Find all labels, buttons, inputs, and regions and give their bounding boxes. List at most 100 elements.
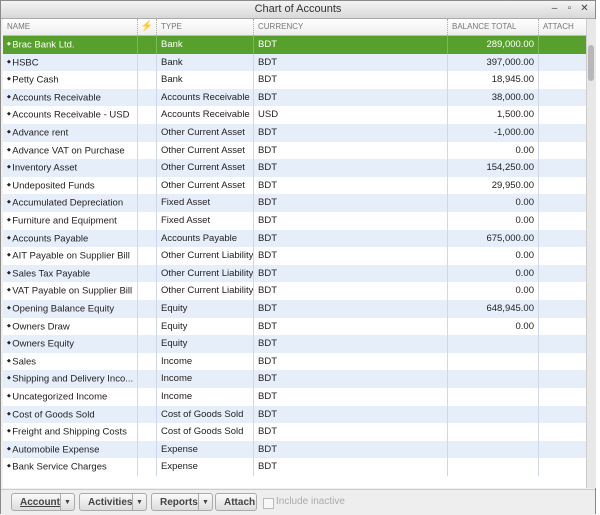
attach-cell — [539, 177, 586, 195]
account-name-text: Sales — [12, 356, 36, 368]
column-type[interactable]: TYPE — [157, 19, 254, 35]
dropdown-arrow[interactable]: ▼ — [60, 494, 74, 510]
account-button[interactable]: Account ▼ — [11, 493, 75, 511]
account-row[interactable]: ◆ Accounts Payable Accounts Payable BDT 675… — [3, 229, 586, 248]
account-row[interactable]: ◆ Automobile Expense Expense BDT — [3, 440, 586, 459]
account-name: ◆ Advance VAT on Purchase — [3, 141, 138, 160]
icon-cell — [138, 176, 157, 195]
icon-cell — [138, 264, 157, 283]
dropdown-arrow[interactable]: ▼ — [132, 494, 146, 510]
column-currency[interactable]: CURRENCY — [254, 19, 448, 35]
account-row[interactable]: ◆ Undeposited Funds Other Current Asset BD… — [3, 176, 586, 195]
attach-cell — [539, 335, 586, 353]
account-row[interactable]: ◆ Shipping and Delivery Inco... Income BDT — [3, 370, 586, 388]
attach-cell — [539, 353, 586, 371]
account-name-text: AIT Payable on Supplier Bill — [12, 250, 130, 262]
account-name-text: Furniture and Equipment — [12, 215, 117, 227]
account-currency: BDT — [254, 370, 448, 388]
account-name: ◆ Uncategorized Income — [3, 388, 138, 406]
column-icon[interactable]: ⚡ — [138, 19, 157, 35]
bullet: ◆ — [7, 146, 13, 153]
account-type: Cost of Goods Sold — [157, 423, 254, 441]
account-name-text: Advance VAT on Purchase — [12, 144, 125, 156]
account-row[interactable]: ◆ Opening Balance Equity Equity BDT 648,945… — [3, 300, 586, 318]
account-row[interactable]: ◆ HSBC Bank BDT 397,000.00 — [3, 53, 586, 72]
account-row[interactable]: ◆ Owners Equity Equity BDT — [3, 335, 586, 353]
minimize-button[interactable]: – — [551, 3, 558, 14]
icon-cell — [138, 440, 157, 459]
account-name-text: Owners Draw — [12, 320, 70, 332]
account-type: Other Current Asset — [157, 124, 254, 142]
activities-button[interactable]: Activities ▼ — [79, 493, 147, 511]
account-currency: BDT — [254, 247, 448, 265]
account-row[interactable]: ◆ Cost of Goods Sold Cost of Goods Sold BD… — [3, 405, 586, 424]
account-name-text: Inventory Asset — [12, 162, 78, 174]
reports-button[interactable]: Reports ▼ — [151, 493, 213, 511]
account-row[interactable]: ◆ Freight and Shipping Costs Cost of Good… — [3, 423, 586, 441]
bullet: ◆ — [7, 269, 13, 276]
account-row[interactable]: ◆ AIT Payable on Supplier Bill Other Curr… — [3, 247, 586, 265]
attach-button[interactable]: Attach — [215, 493, 257, 511]
account-currency: BDT — [254, 405, 448, 424]
account-type: Cost of Goods Sold — [157, 405, 254, 424]
account-currency: BDT — [254, 88, 448, 107]
button-label: Attach — [224, 497, 256, 508]
scrollbar[interactable] — [586, 19, 596, 488]
account-type: Equity — [157, 335, 254, 353]
icon-cell — [138, 388, 157, 406]
icon-cell — [138, 458, 157, 476]
include-inactive-checkbox[interactable] — [263, 498, 274, 509]
balance-total-empty — [448, 405, 539, 424]
account-row[interactable]: ◆ Accumulated Depreciation Fixed Asset BDT… — [3, 194, 586, 212]
icon-cell — [138, 71, 157, 89]
account-row[interactable]: ◆ Uncategorized Income Income BDT — [3, 388, 586, 406]
account-row[interactable]: ◆ Accounts Receivable - USD Accounts Rece… — [3, 106, 586, 124]
account-row[interactable]: ◆ Inventory Asset Other Current Asset BDT 1… — [3, 159, 586, 177]
column-name[interactable]: NAME — [3, 19, 138, 35]
dropdown-arrow[interactable]: ▼ — [198, 494, 212, 510]
button-label: Account — [20, 497, 60, 508]
icon-cell — [138, 88, 157, 107]
bullet: ◆ — [7, 164, 13, 171]
icon-cell — [138, 36, 157, 54]
account-row[interactable]: ◆ VAT Payable on Supplier Bill Other Curr… — [3, 282, 586, 300]
column-balance[interactable]: BALANCE TOTAL — [448, 19, 539, 35]
balance-total-empty — [448, 370, 539, 388]
account-name: ◆ Undeposited Funds — [3, 176, 138, 195]
account-currency: BDT — [254, 71, 448, 89]
account-type: Income — [157, 370, 254, 388]
account-type: Bank — [157, 36, 254, 54]
account-row[interactable]: ◆ Advance VAT on Purchase Other Current A… — [3, 141, 586, 160]
restore-button[interactable]: ▫ — [567, 3, 572, 14]
balance-total-empty — [448, 388, 539, 406]
account-name: ◆ Furniture and Equipment — [3, 212, 138, 230]
scroll-thumb[interactable] — [588, 45, 594, 81]
window-title: Chart of Accounts — [254, 3, 342, 15]
attach-cell — [539, 124, 586, 142]
bullet: ◆ — [7, 58, 13, 65]
column-attach[interactable]: ATTACH — [543, 22, 574, 31]
account-name-text: Automobile Expense — [12, 444, 100, 456]
account-row[interactable]: ◆ Accounts Receivable Accounts Receivable… — [3, 88, 586, 107]
account-row[interactable]: ◆ Petty Cash Bank BDT 18,945.00 — [3, 71, 586, 89]
balance-total: 648,945.00 — [448, 300, 539, 318]
account-row[interactable]: ◆ Bank Service Charges Expense BDT — [3, 458, 586, 476]
account-row[interactable]: ◆ Furniture and Equipment Fixed Asset BDT 0… — [3, 212, 586, 230]
account-name: ◆ Inventory Asset — [3, 159, 138, 177]
account-name: ◆ HSBC — [3, 53, 138, 72]
account-row[interactable]: ◆ Advance rent Other Current Asset BDT -1,0… — [3, 124, 586, 142]
close-button[interactable]: ✕ — [580, 3, 589, 14]
account-row[interactable]: ◆ Sales Tax Payable Other Current Liabili… — [3, 264, 586, 283]
bullet: ◆ — [7, 357, 13, 364]
bullet: ◆ — [7, 41, 13, 47]
account-row[interactable]: ◆ Sales Income BDT — [3, 352, 586, 371]
icon-cell — [138, 352, 157, 371]
account-name: ◆ Brac Bank Ltd. — [3, 36, 138, 54]
account-row[interactable]: ◆ Owners Draw Equity BDT 0.00 — [3, 317, 586, 336]
bullet: ◆ — [7, 428, 13, 435]
account-row[interactable]: ◆ Brac Bank Ltd. Bank BDT 289,000.00 — [3, 36, 586, 54]
account-name: ◆ Accounts Receivable — [3, 88, 138, 107]
icon-cell — [138, 423, 157, 441]
attach-cell — [539, 265, 586, 283]
attach-cell — [539, 388, 586, 406]
